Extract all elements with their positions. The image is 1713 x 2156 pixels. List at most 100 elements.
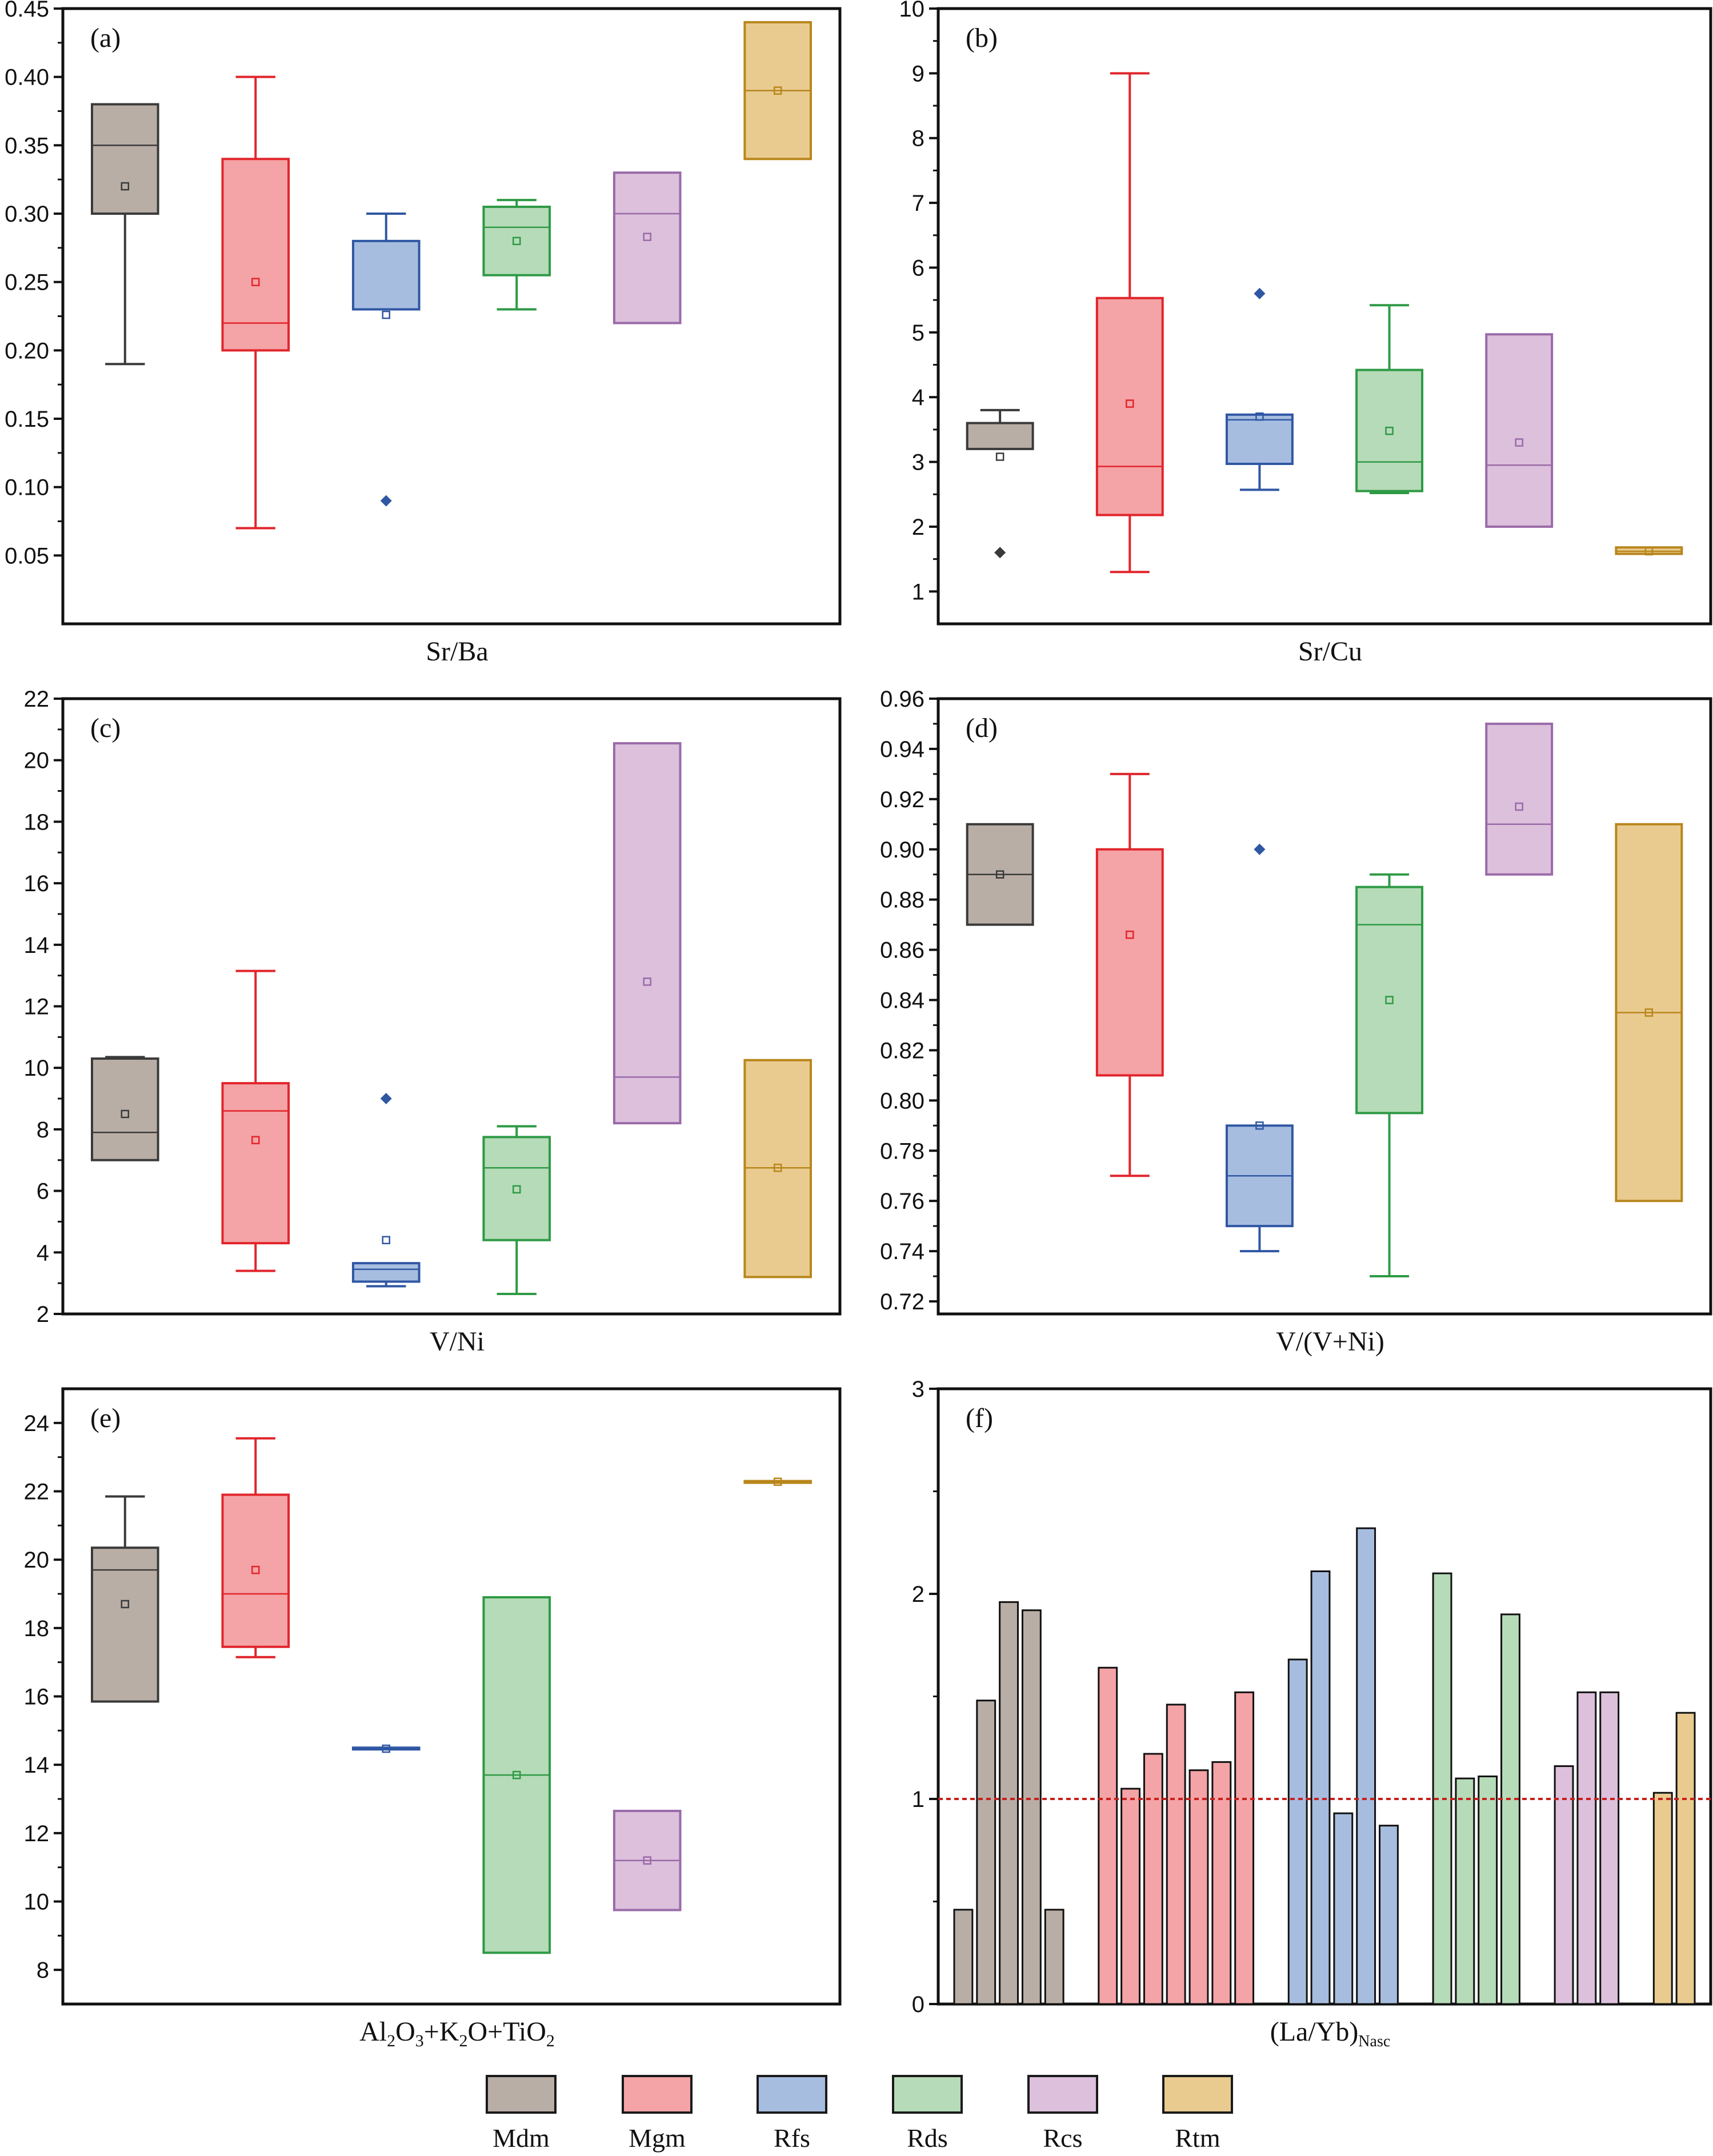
y-tick-label: 0.35 (5, 133, 49, 158)
rtm-mean (773, 1163, 782, 1172)
y-tick-label: 16 (24, 1685, 50, 1710)
rfs-mean (1255, 1121, 1264, 1130)
y-tick-label: 0.15 (5, 407, 49, 432)
mdm-mean (121, 1600, 130, 1609)
y-tick-label: 18 (24, 809, 50, 835)
y-tick-label: 12 (24, 995, 50, 1020)
rfs-mean (382, 1744, 391, 1753)
plot-frame (936, 7, 1712, 626)
mgm-box (221, 158, 290, 352)
y-tick-label: 2 (912, 1582, 924, 1607)
rds-box (482, 1136, 551, 1241)
rcs-mean (643, 1856, 651, 1865)
y-tick-label: 16 (24, 871, 50, 896)
rfs-bar (1287, 1658, 1308, 2005)
panel-e-xlabel: Al2O3+K2O+TiO2 (359, 2017, 555, 2050)
rds-mean (1385, 996, 1394, 1004)
legend-swatch-rcs (1027, 2075, 1098, 2114)
y-tick-label: 4 (37, 1240, 49, 1265)
legend-label-mdm: Mdm (493, 2123, 550, 2153)
rtm-bar (1652, 1792, 1673, 2005)
panel-d-xlabel: V/(V+Ni) (1276, 1327, 1384, 1357)
y-tick-label: 4 (912, 385, 924, 410)
panel-e: 8 10 12 14 16 18 20 22 24 (e) Al2O3+K2O+TiO2 (24, 1387, 842, 2050)
mdm-outlier (994, 547, 1006, 559)
mdm-bar (1021, 1609, 1042, 2005)
y-tick-label: 0.10 (5, 475, 49, 500)
rfs-bar (1379, 1825, 1399, 2005)
y-tick-label: 8 (37, 1117, 49, 1143)
rfs-outlier (380, 1093, 392, 1105)
mgm-box (221, 1493, 290, 1648)
mdm-mean (121, 182, 130, 191)
y-tick-label: 3 (912, 1377, 924, 1402)
legend: Mdm Mgm Rfs Rds Rcs Rtm (486, 2075, 1233, 2153)
rds-box (1355, 885, 1424, 1115)
legend-swatch-mdm (486, 2075, 557, 2114)
y-tick-label: 2 (912, 515, 924, 540)
panel-c: 2 4 6 8 10 12 14 16 18 20 22 (c) V/Ni (24, 687, 842, 1357)
rds-mean (512, 237, 521, 246)
rtm-bar (1675, 1712, 1696, 2005)
legend-label-rds: Rds (907, 2123, 948, 2153)
y-tick-label: 8 (912, 126, 924, 151)
y-tick-label: 0.40 (5, 65, 49, 90)
panel-c-marks: 2 4 6 8 10 12 14 16 18 20 22 (24, 687, 842, 1327)
rtm-box (743, 1059, 813, 1279)
rfs-bar (1333, 1812, 1354, 2005)
y-tick-label: 0.94 (880, 737, 924, 762)
y-tick-label: 22 (24, 1480, 50, 1505)
y-tick-label: 0.86 (880, 938, 924, 963)
legend-swatch-rtm (1162, 2075, 1233, 2114)
rtm-mean (773, 86, 782, 95)
panel-b-marks: 1 2 3 4 5 6 7 8 9 10 (899, 0, 1712, 626)
mgm-bar (1166, 1704, 1186, 2005)
y-tick-label: 5 (912, 320, 924, 346)
rds-bar (1455, 1777, 1475, 2005)
rfs-bar (1356, 1527, 1376, 2005)
rcs-bar (1554, 1765, 1574, 2005)
mdm-bar (953, 1909, 974, 2005)
rtm-mean (1644, 1008, 1654, 1017)
mdm-box (91, 103, 159, 215)
rds-bar (1500, 1613, 1520, 2005)
y-tick-label: 22 (24, 687, 50, 712)
rcs-mean (643, 233, 651, 241)
rfs-box (1225, 413, 1294, 465)
rtm-mean (1644, 547, 1654, 556)
mdm-mean (995, 452, 1004, 461)
y-tick-label: 0.90 (880, 837, 924, 863)
y-tick-label: 6 (37, 1179, 49, 1204)
mgm-mean (1126, 930, 1134, 939)
panel-d: 0.72 0.74 0.76 0.78 0.80 0.82 0.84 0.86 0.88 0.90… (880, 687, 1712, 1357)
rfs-mean (1255, 412, 1264, 421)
rcs-mean (643, 977, 651, 986)
rds-mean (512, 1185, 521, 1194)
mgm-bar (1188, 1769, 1209, 2005)
y-tick-label: 10 (899, 0, 925, 22)
panel-e-letter: (e) (90, 1403, 121, 1433)
y-tick-label: 6 (912, 255, 924, 280)
mgm-mean (1126, 399, 1134, 408)
y-tick-label: 0 (912, 1992, 924, 2017)
rds-mean (512, 1770, 521, 1780)
panel-b-letter: (b) (966, 23, 998, 53)
panel-c-xlabel: V/Ni (430, 1327, 485, 1357)
panel-e-marks: 8 10 12 14 16 18 20 22 24 (24, 1387, 842, 2006)
legend-swatch-mgm (622, 2075, 693, 2114)
y-tick-label: 1 (912, 1787, 924, 1812)
y-tick-label: 0.80 (880, 1088, 924, 1113)
y-tick-label: 14 (24, 1753, 50, 1778)
legend-swatch-rfs (757, 2075, 827, 2114)
panel-a-xlabel: Sr/Ba (426, 636, 488, 667)
mgm-bar (1234, 1691, 1255, 2005)
y-tick-label: 20 (24, 1548, 50, 1573)
rds-bar (1432, 1572, 1452, 2005)
legend-label-rfs: Rfs (774, 2123, 810, 2153)
legend-label-rtm: Rtm (1175, 2123, 1220, 2153)
y-tick-label: 0.76 (880, 1189, 924, 1214)
legend-label-rcs: Rcs (1043, 2123, 1083, 2153)
rds-mean (1385, 426, 1394, 435)
rfs-box (351, 1262, 421, 1283)
